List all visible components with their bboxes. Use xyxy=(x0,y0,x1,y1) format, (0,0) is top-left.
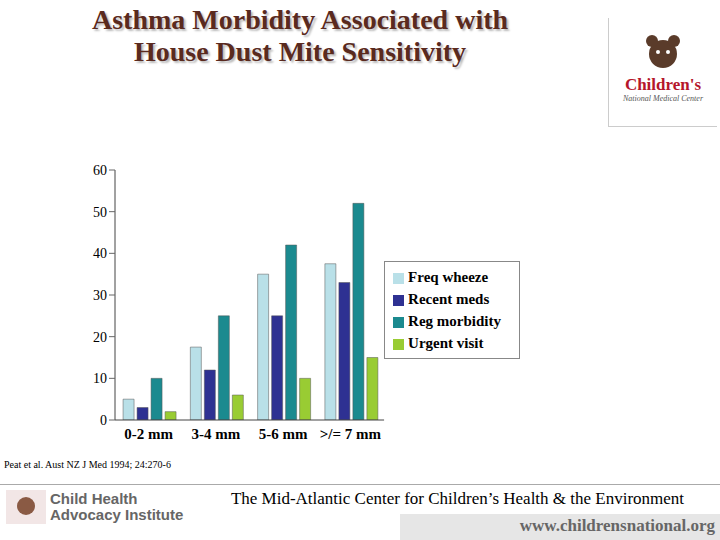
svg-text:60: 60 xyxy=(93,163,107,178)
html-text:www.childrensnational.org: www.childrensnational.org xyxy=(519,516,715,535)
svg-text:0: 0 xyxy=(100,413,107,428)
svg-text:30: 30 xyxy=(93,288,107,303)
html-text:Advocacy Institute: Advocacy Institute xyxy=(50,506,184,523)
html-text:Urgent visit: Urgent visit xyxy=(408,335,484,351)
svg-text:0-2 mm: 0-2 mm xyxy=(124,426,173,442)
svg-text:>/= 7 mm: >/= 7 mm xyxy=(320,426,382,442)
html-text:National Medical Center: National Medical Center xyxy=(623,94,703,103)
svg-text:10: 10 xyxy=(93,371,107,386)
html-text:Reg morbidity: Reg morbidity xyxy=(408,313,501,329)
html-text:Child Health: Child Health xyxy=(50,490,138,507)
svg-text:50: 50 xyxy=(93,205,107,220)
svg-text:40: 40 xyxy=(93,246,107,261)
svg-text:20: 20 xyxy=(93,330,107,345)
html-text:Peat et al. Aust NZ J Med 1994: Peat et al. Aust NZ J Med 1994; 24:270-6 xyxy=(4,459,171,470)
html-text:Recent meds: Recent meds xyxy=(408,291,490,307)
svg-text:5-6 mm: 5-6 mm xyxy=(259,426,308,442)
html-text:Freq wheeze: Freq wheeze xyxy=(408,269,489,285)
html-text:The Mid-Atlantic Center for Ch: The Mid-Atlantic Center for Children’s H… xyxy=(230,489,685,508)
html-text:Children's: Children's xyxy=(624,75,702,94)
html-text:Asthma Morbidity Associated wi: Asthma Morbidity Associated with House D… xyxy=(91,4,509,67)
svg-text:3-4 mm: 3-4 mm xyxy=(192,426,241,442)
